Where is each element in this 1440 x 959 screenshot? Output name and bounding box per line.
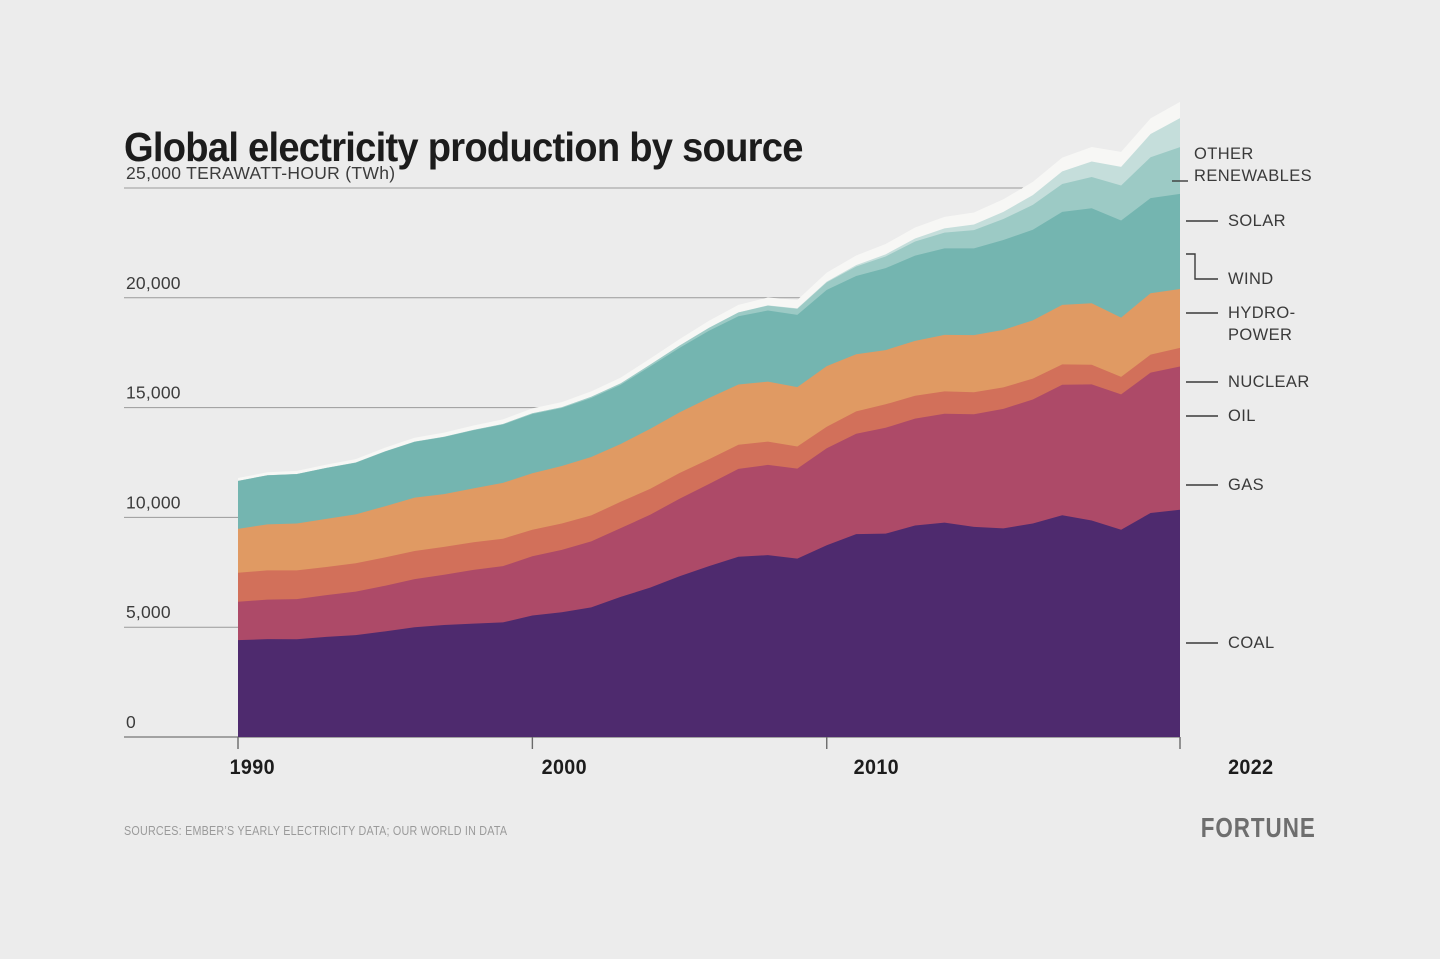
y-axis-tick-label: 20,000: [126, 273, 181, 293]
legend-label-other_renewables: OTHER: [1194, 145, 1254, 163]
legend-label-oil: OIL: [1228, 407, 1256, 425]
area-series-group: [238, 101, 1180, 738]
y-axis-tick-label: 10,000: [126, 492, 181, 512]
area-series-coal: [238, 509, 1180, 737]
x-axis-tick-label: 2010: [854, 756, 899, 779]
axis-labels-group: 0 5,000 10,000 15,000 20,000 25,000 TERAWATT-…: [126, 163, 1273, 779]
legend-label-nuclear: NUCLEAR: [1228, 373, 1310, 391]
x-axis-tick-label: 2022: [1228, 756, 1273, 779]
y-axis-tick-label: 15,000: [126, 383, 181, 403]
legend-label-gas: GAS: [1228, 476, 1264, 494]
page-title: Global electricity production by source: [124, 124, 803, 170]
legend-label-wind: WIND: [1228, 270, 1274, 288]
sources-note: SOURCES: EMBER’S YEARLY ELECTRICITY DATA…: [124, 824, 508, 838]
legend-label-hydropower: HYDRO-: [1228, 304, 1295, 322]
legend-label-coal: COAL: [1228, 634, 1275, 652]
legend-leader-wind: [1186, 253, 1218, 280]
legend-label-solar: SOLAR: [1228, 212, 1286, 230]
legend-label-hydropower: POWER: [1228, 326, 1292, 344]
x-axis-tick-label: 2000: [542, 756, 587, 779]
y-axis-unit-label: 25,000 TERAWATT-HOUR (TWh): [126, 163, 395, 183]
x-axis-tick-label: 1990: [230, 756, 275, 779]
legend-group: OTHER RENEWABLES SOLAR WIND HYDRO- POWER NUCLE…: [1172, 145, 1312, 652]
legend-label-other_renewables: RENEWABLES: [1194, 167, 1312, 185]
y-axis-tick-label: 0: [126, 712, 136, 732]
y-axis-tick-label: 5,000: [126, 602, 171, 622]
fortune-logo: FORTUNE: [1201, 812, 1316, 843]
